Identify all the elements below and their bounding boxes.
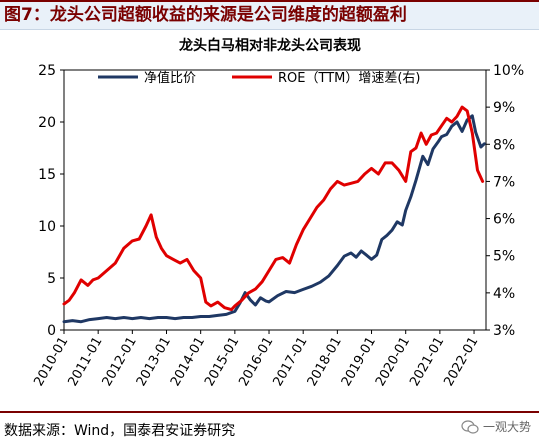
left-axis-tick-label: 5 xyxy=(47,271,56,287)
left-axis: 0 5 10 15 20 25 xyxy=(38,63,64,339)
source-note: 数据来源：Wind，国泰君安证券研究 xyxy=(4,423,236,439)
series-line-nav-ratio xyxy=(62,114,486,324)
chart: 龙头白马相对非龙头公司表现 净值比价 ROE（TTM）增速差(右) 0 5 10 15… xyxy=(31,37,524,390)
x-axis: 2010-012011-012012-012013-012014-012015-… xyxy=(31,330,482,390)
figure-footer: 数据来源：Wind，国泰君安证券研究 一观大势 xyxy=(0,411,539,447)
left-axis-tick-label: 10 xyxy=(38,219,56,235)
plot-border xyxy=(63,69,487,331)
x-axis-tick-label: 2022-01 xyxy=(441,335,481,390)
right-axis-tick-label: 5% xyxy=(493,249,515,265)
chat-bubble-icon xyxy=(461,419,479,434)
left-axis-tick-label: 20 xyxy=(38,115,56,131)
legend: 净值比价 ROE（TTM）增速差(右) xyxy=(98,70,421,86)
right-axis-tick-label: 4% xyxy=(493,286,515,302)
plot-frame xyxy=(63,69,487,331)
right-axis-tick-label: 10% xyxy=(493,63,524,79)
series-layer xyxy=(62,105,486,324)
right-axis-tick-label: 9% xyxy=(493,100,515,116)
left-axis-tick-label: 0 xyxy=(47,323,56,339)
right-axis: 3% 4% 5% 6% 7% 8% 9% 10% xyxy=(486,63,524,339)
left-axis-tick-label: 15 xyxy=(38,167,56,183)
series-line-roe-spread xyxy=(62,105,485,312)
left-axis-tick-label: 25 xyxy=(38,63,56,79)
figure-title: 图7：龙头公司超额收益的来源是公司维度的超额盈利 xyxy=(0,0,539,30)
right-axis-tick-label: 7% xyxy=(493,174,515,190)
watermark-text: 一观大势 xyxy=(482,420,531,434)
right-axis-tick-label: 3% xyxy=(493,323,515,339)
chart-title: 龙头白马相对非龙头公司表现 xyxy=(178,37,361,54)
right-axis-tick-label: 6% xyxy=(493,212,515,228)
watermark: 一观大势 xyxy=(461,418,531,435)
legend-label-nav: 净值比价 xyxy=(144,70,196,86)
right-axis-tick-label: 8% xyxy=(493,137,515,153)
legend-label-roe: ROE（TTM）增速差(右) xyxy=(278,71,421,86)
